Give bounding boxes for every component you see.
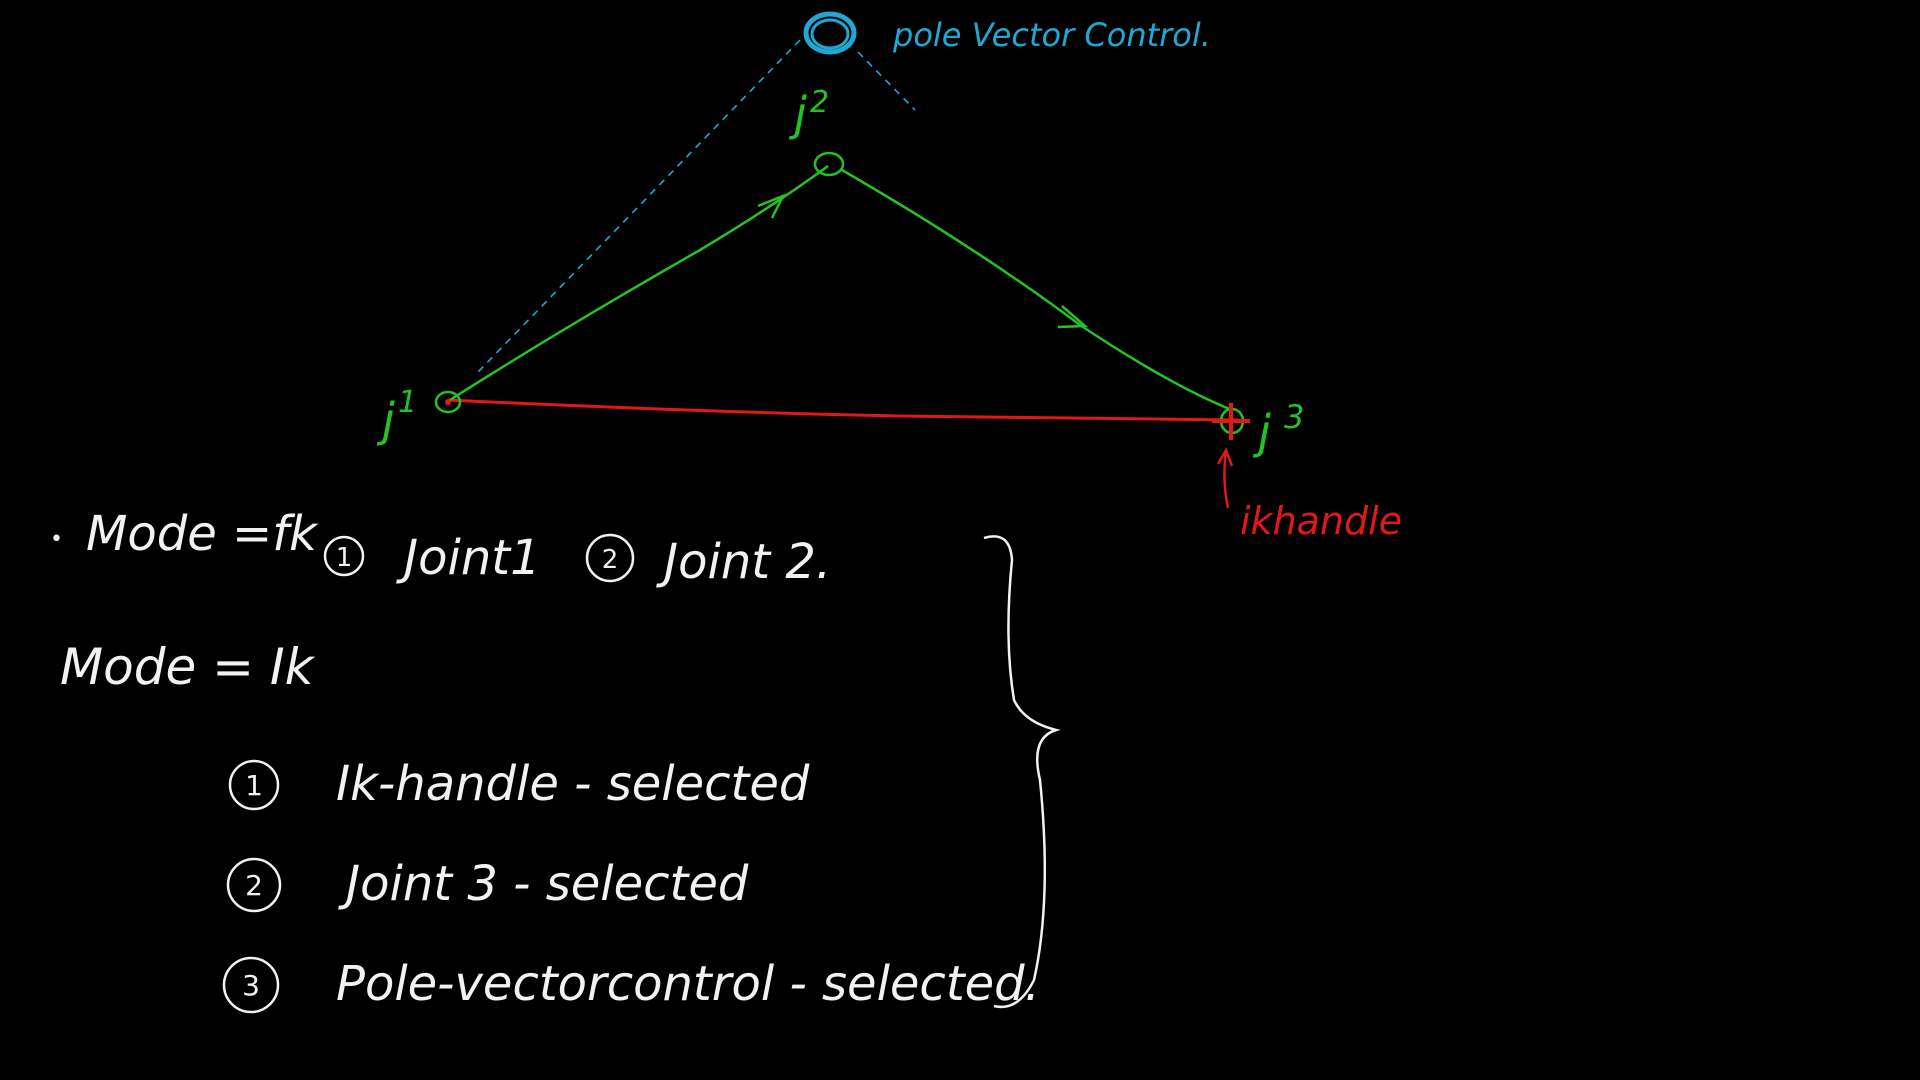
bone-j2-to-j3	[841, 168, 1233, 412]
pole-vector-control: pole Vector Control.	[477, 11, 1211, 373]
fk-step-2-number-circle	[585, 533, 635, 583]
ik-handle-pointer-arrow-icon	[1216, 447, 1234, 509]
fk-step-2-number: 2	[602, 545, 619, 575]
pole-vector-control-label: pole Vector Control.	[892, 16, 1211, 54]
ik-handle-label: ikhandle	[1240, 499, 1402, 543]
bone-j1-to-j2	[449, 164, 829, 402]
ik-solver-line	[447, 398, 1239, 422]
bone-j2-to-j3-arrow-icon	[1057, 305, 1089, 329]
ik-step-3-number: 3	[242, 969, 260, 1002]
joint-j1-label: j 1	[376, 385, 417, 447]
joint-j2-letter: j	[788, 87, 807, 141]
ik-step-2-number: 2	[245, 869, 263, 902]
pole-vector-control-circle	[803, 11, 857, 55]
ik-step-1-number-circle	[228, 759, 280, 811]
ik-step-1-number: 1	[245, 769, 263, 802]
grouping-brace	[983, 535, 1061, 1009]
joint-j2-label: j 2	[788, 85, 829, 141]
ik-step-3-text: Pole-vectorcontrol - selected.	[336, 956, 1040, 1012]
pole-vector-control-inner-circle	[810, 18, 850, 50]
joint-j1-ik-start-dot	[445, 399, 451, 405]
ik-step-1-text: Ik-handle - selected	[336, 756, 810, 812]
pole-vector-guide-right	[857, 51, 916, 111]
ik-step-2-text: Joint 3 - selected	[338, 856, 749, 912]
pole-vector-guide-left	[477, 39, 801, 373]
fk-notes: • Mode =fk 1 Joint1 2 Joint 2.	[50, 506, 831, 590]
ik-mode-label: Mode = Ik	[60, 638, 316, 696]
joint-j3-number: 3	[1284, 398, 1304, 436]
ik-step-3-number-circle	[222, 956, 280, 1014]
joint-j1-letter: j	[376, 393, 395, 447]
fk-step-1-number-circle	[323, 535, 365, 577]
joint-j1-number: 1	[398, 385, 417, 420]
joint-j2	[813, 151, 845, 177]
fk-bullet: •	[50, 527, 63, 552]
ik-step-2-number-circle	[226, 857, 282, 913]
joint-j3-letter: j	[1252, 405, 1271, 459]
bone-j1-to-j2-arrow-icon	[757, 193, 786, 219]
joint-j2-number: 2	[810, 85, 829, 120]
fk-step-2-text: Joint 2.	[656, 534, 831, 590]
ik-notes: Mode = Ik 1 Ik-handle - selected 2 Joint…	[60, 638, 1040, 1014]
joint-j3-label: j 3	[1252, 398, 1304, 459]
fk-step-1-text: Joint1	[396, 530, 541, 586]
fk-step-1-number: 1	[336, 543, 353, 573]
fk-mode-label: Mode =fk	[86, 506, 319, 562]
joint-j1	[434, 390, 462, 414]
ik-handle: ikhandle	[1212, 403, 1402, 543]
